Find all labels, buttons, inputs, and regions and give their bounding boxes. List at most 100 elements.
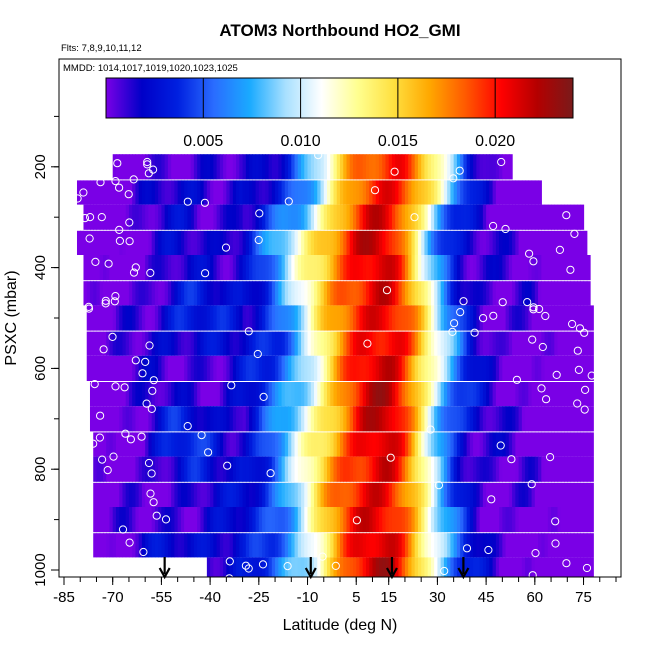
heatmap-cell	[102, 230, 107, 255]
heatmap-cell	[216, 382, 221, 407]
sample-point	[149, 376, 158, 385]
sample-point	[546, 453, 555, 462]
heatmap-cell	[320, 230, 325, 255]
sample-point	[496, 441, 505, 450]
heatmap-cell	[408, 355, 413, 381]
sample-point	[146, 268, 155, 277]
x-tick-label: -70	[102, 589, 124, 606]
heatmap-cell	[473, 533, 477, 558]
heatmap-cell	[382, 281, 387, 306]
heatmap-cell	[547, 482, 552, 507]
heatmap-cell	[505, 255, 510, 281]
heatmap-cell	[586, 281, 591, 306]
heatmap-cell	[430, 180, 435, 205]
heatmap-cell	[301, 507, 305, 533]
heatmap-cell	[434, 432, 439, 457]
heatmap-cell	[525, 557, 529, 577]
heatmap-cell	[210, 482, 214, 507]
heatmap-cell	[495, 432, 500, 457]
heatmap-cell	[174, 281, 179, 306]
heatmap-cell	[343, 204, 348, 230]
heatmap-cell	[466, 482, 471, 507]
heatmap-cell	[284, 432, 289, 457]
heatmap-cell	[340, 255, 344, 281]
heatmap-cell	[167, 230, 172, 255]
heatmap-cell	[171, 355, 175, 381]
heatmap-cell	[323, 482, 328, 507]
sample-point	[111, 382, 120, 391]
sample-point	[253, 349, 262, 359]
heatmap-cell	[288, 305, 292, 331]
heatmap-cell	[489, 482, 494, 507]
heatmap-cell	[499, 305, 503, 331]
heatmap-cell	[476, 382, 481, 407]
heatmap-cell	[314, 406, 318, 432]
heatmap-cell	[297, 154, 302, 180]
heatmap-cell	[356, 355, 361, 381]
heatmap-cell	[304, 533, 309, 558]
heatmap-cell	[294, 557, 299, 577]
heatmap-cell	[330, 255, 335, 281]
heatmap-cell	[544, 305, 549, 331]
heatmap-cell	[141, 382, 146, 407]
heatmap-cell	[242, 305, 247, 331]
heatmap-cell	[245, 557, 250, 577]
heatmap-cell	[502, 230, 507, 255]
heatmap-cell	[580, 456, 585, 482]
heatmap-cell	[89, 255, 94, 281]
heatmap-cell	[125, 281, 130, 306]
heatmap-cell	[443, 456, 448, 482]
heatmap-cell	[560, 382, 565, 407]
heatmap-cell	[291, 406, 296, 432]
heatmap-cell	[346, 432, 351, 457]
heatmap-cell	[203, 331, 208, 356]
heatmap-cell	[398, 507, 403, 533]
heatmap-cell	[349, 255, 354, 281]
heatmap-cell	[161, 406, 166, 432]
heatmap-cell	[521, 406, 526, 432]
heatmap-cell	[557, 533, 562, 558]
heatmap-cell	[154, 180, 159, 205]
heatmap-cell	[369, 557, 374, 577]
heatmap-cell	[145, 456, 150, 482]
heatmap-cell	[255, 204, 260, 230]
sample-point	[541, 311, 550, 321]
heatmap-cell	[109, 482, 114, 507]
heatmap-cell	[184, 456, 188, 482]
heatmap-cell	[382, 406, 387, 432]
heatmap-cell	[570, 255, 575, 281]
heatmap-cell	[275, 406, 279, 432]
sample-point	[147, 469, 156, 478]
heatmap-cell	[304, 331, 309, 356]
colorbar-tick-label: 0.005	[183, 133, 223, 150]
heatmap-cell	[564, 255, 568, 281]
heatmap-cell	[417, 255, 422, 281]
heatmap-cell	[141, 482, 146, 507]
heatmap-cell	[177, 204, 182, 230]
heatmap-cell	[437, 432, 442, 457]
sample-point	[470, 328, 479, 337]
heatmap-cell	[567, 230, 572, 255]
heatmap-cell	[307, 204, 312, 230]
heatmap-cell	[180, 533, 185, 558]
heatmap-cell	[534, 482, 539, 507]
heatmap-cell	[528, 255, 533, 281]
heatmap-cell	[132, 180, 137, 205]
heatmap-cell	[476, 281, 481, 306]
heatmap-cell	[417, 281, 422, 306]
heatmap-cell	[443, 507, 448, 533]
heatmap-cell	[138, 180, 143, 205]
heatmap-cell	[154, 406, 159, 432]
heatmap-cell	[560, 456, 565, 482]
heatmap-cell	[502, 355, 507, 381]
heatmap-cell	[372, 482, 377, 507]
heatmap-cell	[99, 305, 104, 331]
heatmap-cell	[440, 180, 445, 205]
heatmap-cell	[580, 507, 585, 533]
heatmap-cell	[443, 180, 448, 205]
heatmap-cell	[408, 331, 413, 356]
heatmap-cell	[327, 281, 331, 306]
heatmap-cell	[304, 355, 309, 381]
heatmap-cell	[486, 281, 490, 306]
heatmap-cell	[119, 331, 124, 356]
